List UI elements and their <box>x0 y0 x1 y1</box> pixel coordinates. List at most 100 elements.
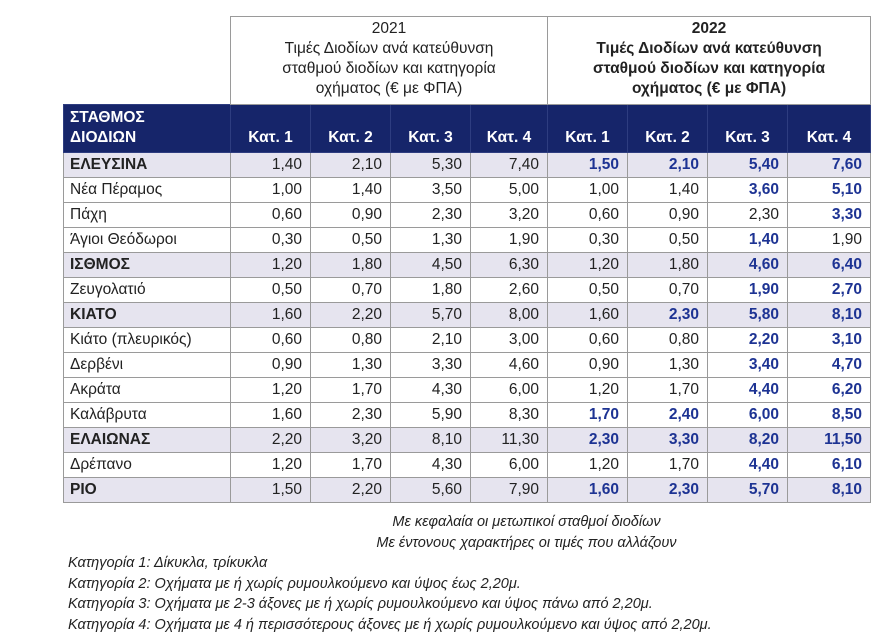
price-2021-cat2: 2,10 <box>310 152 391 178</box>
price-2021-cat1: 2,20 <box>230 427 311 453</box>
price-2022-cat3: 4,40 <box>707 452 789 478</box>
price-2021-cat3: 2,30 <box>390 202 471 228</box>
price-2022-cat4: 6,10 <box>787 452 872 478</box>
header-2022: 2022 Τιμές Διοδίων ανά κατεύθυνση σταθμο… <box>547 16 872 105</box>
price-2021-cat4: 6,00 <box>469 452 549 478</box>
note-category-1: Κατηγορία 1: Δίκυκλα, τρίκυκλα <box>68 555 268 571</box>
price-2021-cat1: 0,30 <box>230 227 311 253</box>
price-2022-cat3: 3,60 <box>707 177 789 203</box>
price-2022-cat2: 2,30 <box>627 302 709 328</box>
price-2021-cat1: 1,60 <box>230 402 311 428</box>
price-2022-cat3: 2,20 <box>707 327 789 353</box>
station-name: ΙΣΘΜΟΣ <box>63 252 231 278</box>
price-2021-cat1: 1,20 <box>230 252 311 278</box>
price-2021-cat2: 0,90 <box>310 202 391 228</box>
price-2021-cat4: 8,00 <box>469 302 549 328</box>
price-2022-cat4: 7,60 <box>787 152 872 178</box>
price-2021-cat4: 3,20 <box>469 202 549 228</box>
price-2021-cat3: 8,10 <box>390 427 471 453</box>
price-2021-cat2: 2,20 <box>310 477 391 503</box>
price-2022-cat2: 1,40 <box>627 177 709 203</box>
price-2022-cat1: 1,60 <box>547 477 629 503</box>
price-2021-cat4: 4,60 <box>469 352 549 378</box>
price-2021-cat3: 5,60 <box>390 477 471 503</box>
price-2021-cat4: 5,00 <box>469 177 549 203</box>
price-2021-cat4: 2,60 <box>469 277 549 303</box>
price-2022-cat1: 0,90 <box>547 352 629 378</box>
description-2021: Τιμές Διοδίων ανά κατεύθυνση σταθμού διο… <box>282 40 496 97</box>
price-2021-cat2: 1,80 <box>310 252 391 278</box>
price-2021-cat1: 1,00 <box>230 177 311 203</box>
price-2022-cat4: 8,10 <box>787 302 872 328</box>
table-row: ΕΛΕΥΣΙΝΑ 1,40 2,10 5,30 7,40 1,50 2,10 5,40 7,60 <box>63 152 872 178</box>
price-2021-cat2: 3,20 <box>310 427 391 453</box>
price-2021-cat4: 1,90 <box>469 227 549 253</box>
price-2022-cat4: 3,10 <box>787 327 872 353</box>
price-2021-cat3: 4,50 <box>390 252 471 278</box>
price-2021-cat3: 2,10 <box>390 327 471 353</box>
price-2022-cat4: 3,30 <box>787 202 872 228</box>
blank-corner <box>64 17 231 105</box>
station-name: Πάχη <box>63 202 231 228</box>
price-2022-cat4: 6,20 <box>787 377 872 403</box>
price-2022-cat3: 5,40 <box>707 152 789 178</box>
price-2021-cat1: 1,20 <box>230 377 311 403</box>
station-name: Καλάβρυτα <box>63 402 231 428</box>
price-2021-cat3: 5,70 <box>390 302 471 328</box>
price-2021-cat2: 1,70 <box>310 377 391 403</box>
price-2021-cat3: 4,30 <box>390 452 471 478</box>
price-2022-cat2: 2,40 <box>627 402 709 428</box>
price-2021-cat3: 1,80 <box>390 277 471 303</box>
price-2022-cat3: 3,40 <box>707 352 789 378</box>
price-2021-cat2: 2,30 <box>310 402 391 428</box>
station-name: Άγιοι Θεόδωροι <box>63 227 231 253</box>
price-2022-cat1: 0,60 <box>547 327 629 353</box>
price-2021-cat1: 1,50 <box>230 477 311 503</box>
price-2021-cat3: 5,30 <box>390 152 471 178</box>
price-2021-cat3: 4,30 <box>390 377 471 403</box>
price-2022-cat3: 4,60 <box>707 252 789 278</box>
price-2022-cat1: 0,50 <box>547 277 629 303</box>
price-2022-cat2: 1,70 <box>627 377 709 403</box>
price-2022-cat4: 1,90 <box>787 227 872 253</box>
price-2021-cat4: 6,00 <box>469 377 549 403</box>
price-2022-cat4: 11,50 <box>787 427 872 453</box>
price-2022-cat2: 0,80 <box>627 327 709 353</box>
station-name: ΕΛΕΥΣΙΝΑ <box>63 152 231 178</box>
price-2022-cat4: 8,10 <box>787 477 872 503</box>
price-2021-cat2: 1,70 <box>310 452 391 478</box>
station-name: Νέα Πέραμος <box>63 177 231 203</box>
price-2021-cat1: 1,40 <box>230 152 311 178</box>
price-2021-cat2: 1,40 <box>310 177 391 203</box>
category-header-2021-2: Κατ. 2 <box>310 104 391 153</box>
price-2021-cat3: 5,90 <box>390 402 471 428</box>
price-2022-cat2: 0,70 <box>627 277 709 303</box>
category-header-2021-1: Κατ. 1 <box>230 104 311 153</box>
price-2022-cat4: 5,10 <box>787 177 872 203</box>
price-2022-cat3: 5,80 <box>707 302 789 328</box>
price-2022-cat2: 1,30 <box>627 352 709 378</box>
price-2022-cat1: 0,30 <box>547 227 629 253</box>
price-2022-cat3: 1,90 <box>707 277 789 303</box>
price-2022-cat1: 0,60 <box>547 202 629 228</box>
table-row: Δρέπανο 1,20 1,70 4,30 6,00 1,20 1,70 4,40 6,10 <box>63 452 872 478</box>
price-2022-cat2: 2,30 <box>627 477 709 503</box>
station-name: Ζευγολατιό <box>63 277 231 303</box>
note-category-2: Κατηγορία 2: Οχήματα με ή χωρίς ρυμουλκο… <box>68 575 521 592</box>
price-2022-cat1: 1,20 <box>547 252 629 278</box>
price-2021-cat4: 3,00 <box>469 327 549 353</box>
table-row: ΙΣΘΜΟΣ 1,20 1,80 4,50 6,30 1,20 1,80 4,60 6,40 <box>63 252 872 278</box>
price-2022-cat2: 3,30 <box>627 427 709 453</box>
category-header-2021-4: Κατ. 4 <box>469 104 549 153</box>
table-row: Δερβένι 0,90 1,30 3,30 4,60 0,90 1,30 3,40 4,70 <box>63 352 872 378</box>
station-header-line1: ΣΤΑΘΜΟΣ <box>70 109 145 126</box>
price-2022-cat2: 1,70 <box>627 452 709 478</box>
price-2021-cat1: 0,60 <box>230 202 311 228</box>
station-name: Ακράτα <box>63 377 231 403</box>
year-2021: 2021 <box>371 20 407 37</box>
price-2022-cat2: 0,90 <box>627 202 709 228</box>
price-2021-cat1: 0,90 <box>230 352 311 378</box>
price-2022-cat2: 0,50 <box>627 227 709 253</box>
price-2021-cat4: 8,30 <box>469 402 549 428</box>
notes: Με κεφαλαία οι μετωπικοί σταθμοί διοδίων… <box>63 512 870 635</box>
